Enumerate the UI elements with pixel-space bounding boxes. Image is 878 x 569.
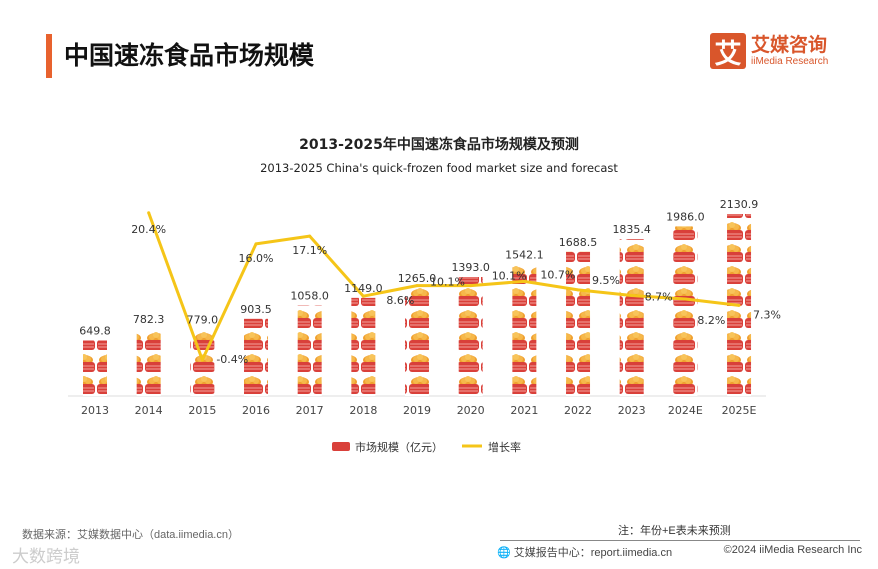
bar-2020 [458,277,483,396]
x-tick-label: 2024E [668,404,703,417]
bar-2013 [83,340,107,396]
legend-bar-label: 市场规模（亿元） [355,440,443,454]
growth-label: 7.3% [753,308,781,321]
x-tick-label: 2022 [564,404,592,417]
x-tick-label: 2017 [296,404,324,417]
bar-value-label: 1393.0 [451,261,490,274]
bar-2014 [136,329,161,396]
source-note: 数据来源：艾媒数据中心（data.iimedia.cn） [22,529,239,541]
growth-label: 10.7% [540,268,575,281]
footer-divider [500,540,860,541]
bar-value-label: 782.3 [133,313,165,326]
x-tick-label: 2015 [188,404,216,417]
legend-line-label: 增长率 [488,440,521,454]
x-tick-label: 2025E [722,404,757,417]
bar-2017 [297,305,322,396]
bar-2022 [566,251,591,396]
chart-subtitle: 2013-2025 China's quick-frozen food mark… [260,161,618,175]
bar-value-label: 649.8 [79,325,111,338]
x-tick-label: 2023 [618,404,646,417]
logo-en: iiMedia Research [751,55,829,67]
chart-title: 2013-2025年中国速冻食品市场规模及预测 [299,136,579,153]
bar-value-label: 1542.1 [505,248,544,261]
logo-cn: 艾媒咨询 [751,33,828,56]
bar-2019 [405,287,430,396]
growth-label: 9.5% [592,274,620,287]
copyright: ©2024 iiMedia Research Inc [723,544,862,556]
x-tick-label: 2016 [242,404,270,417]
growth-rate-line [147,212,740,362]
bar-value-label: 1688.5 [559,236,598,249]
growth-label: 16.0% [239,252,274,265]
x-tick-label: 2018 [349,404,377,417]
title-accent-bar [46,34,52,78]
bar-value-label: 2130.9 [720,198,759,211]
report-link[interactable]: 🌐 艾媒报告中心：report.iimedia.cn [497,544,672,560]
growth-label: 10.1% [430,276,465,289]
bar-2023 [619,239,644,396]
bar-value-label: 1265.0 [398,272,437,285]
x-tick-label: 2019 [403,404,431,417]
iimedia-logo: 艾 艾媒咨询 iiMedia Research [710,33,829,70]
bar-value-label: 1058.0 [290,290,329,303]
report-link-text[interactable]: 艾媒报告中心：report.iimedia.cn [513,547,673,559]
growth-label: 10.1% [492,270,527,283]
bar-2024E [673,226,698,396]
bar-2018 [351,297,376,396]
bar-value-label: 1986.0 [666,210,705,223]
growth-label: 8.6% [386,294,414,307]
growth-label: 8.2% [697,314,725,327]
growth-label: -0.4% [216,353,248,366]
page-title: 中国速冻食品市场规模 [64,41,315,70]
growth-label: 17.1% [292,244,327,257]
forecast-note: 注：年份+E表未来预测 [618,525,731,537]
bar-value-label: 779.0 [187,313,219,326]
legend: 市场规模（亿元） 增长率 [332,440,521,454]
globe-icon: 🌐 [497,547,511,559]
x-tick-label: 2013 [81,404,109,417]
bar-2021 [512,264,537,396]
bar-value-label: 1835.4 [612,223,651,236]
legend-bar-swatch [332,442,350,451]
bar-2016 [244,318,269,396]
growth-label: 20.4% [131,223,166,236]
bar-value-label: 903.5 [240,303,272,316]
bar-value-label: 1149.0 [344,282,383,295]
x-tick-label: 2014 [135,404,163,417]
x-tick-label: 2021 [510,404,538,417]
growth-label: 8.7% [645,290,673,303]
watermark: 大数跨境 [12,547,80,566]
x-tick-label: 2020 [457,404,485,417]
logo-mark: 艾 [710,33,746,70]
